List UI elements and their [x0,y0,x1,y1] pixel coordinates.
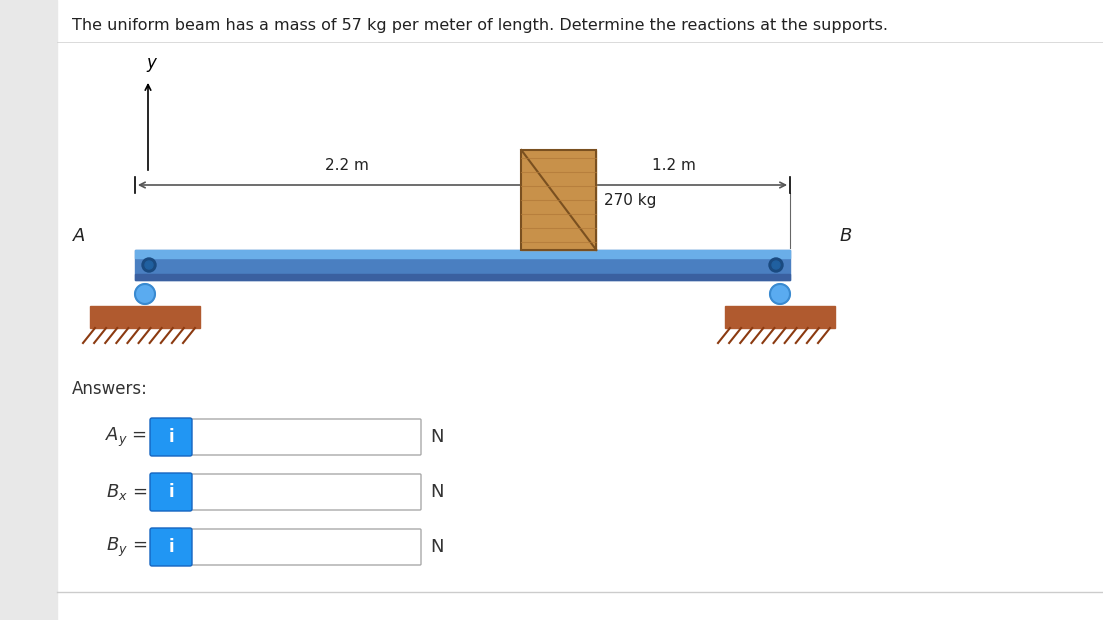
Bar [725,306,835,328]
Text: N: N [430,538,443,556]
Text: The uniform beam has a mass of 57 kg per meter of length. Determine the reaction: The uniform beam has a mass of 57 kg per… [72,18,888,33]
Bar [135,250,790,280]
Text: $B_y$ =: $B_y$ = [106,536,147,559]
Text: $B_x$ =: $B_x$ = [106,482,147,502]
FancyBboxPatch shape [189,474,421,510]
Text: 270 kg: 270 kg [604,192,656,208]
Bar [522,150,597,250]
FancyBboxPatch shape [150,418,192,456]
Circle shape [142,258,156,272]
Bar [135,274,790,280]
Text: B: B [840,227,853,245]
Text: A: A [73,227,85,245]
Bar [90,306,200,328]
Circle shape [772,261,780,269]
Text: i: i [168,483,174,501]
Circle shape [769,258,783,272]
FancyBboxPatch shape [189,419,421,455]
Text: 2.2 m: 2.2 m [325,158,368,173]
FancyBboxPatch shape [189,529,421,565]
FancyBboxPatch shape [150,528,192,566]
Circle shape [144,261,153,269]
Circle shape [135,284,156,304]
Text: N: N [430,483,443,501]
Bar [522,150,597,250]
FancyBboxPatch shape [150,473,192,511]
Text: i: i [168,428,174,446]
Circle shape [770,284,790,304]
Text: 1.2 m: 1.2 m [653,158,696,173]
Bar [135,250,790,258]
Bar [0,0,57,620]
Text: Answers:: Answers: [72,380,148,398]
Text: y: y [146,54,156,72]
Text: $A_y$ =: $A_y$ = [105,425,147,449]
Text: N: N [430,428,443,446]
Text: i: i [168,538,174,556]
